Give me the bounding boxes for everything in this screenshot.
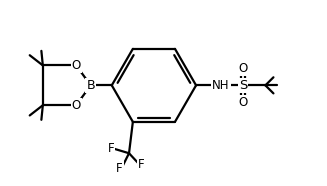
Text: O: O [239,62,248,75]
Text: S: S [239,79,247,92]
Text: F: F [108,142,114,155]
Text: B: B [86,79,95,92]
Text: F: F [116,162,123,175]
Text: F: F [138,158,144,171]
Text: NH: NH [212,79,230,92]
Text: O: O [72,59,81,72]
Text: O: O [72,99,81,112]
Text: O: O [239,96,248,109]
